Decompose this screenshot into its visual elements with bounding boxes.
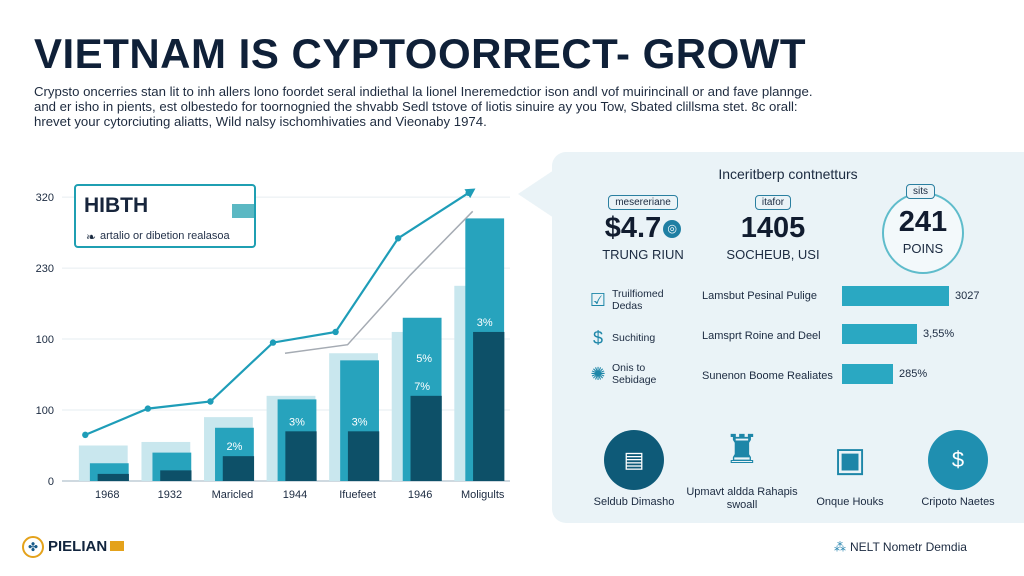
y-tick-label: 100: [36, 405, 54, 417]
trend-point: [269, 339, 277, 346]
bar-front: [97, 473, 129, 481]
bar-value-label: 3%: [289, 416, 305, 428]
intro-line: and er isho in pients, est olbestedo for…: [34, 99, 798, 114]
chart-callout: HIBTH ❧ artalio or dibetion realasoa: [74, 184, 256, 248]
horizontal-bar: [842, 324, 917, 344]
bar-value-label: 3%: [352, 416, 368, 428]
flag-icon: [232, 204, 254, 218]
feature-label: Cripoto Naetes: [921, 496, 995, 508]
panel-pointer: [518, 170, 554, 218]
molecule-icon: ⁂: [834, 540, 846, 554]
bar-label: Lamsbut Pesinal Pulige: [702, 290, 817, 302]
callout-title: HIBTH: [84, 194, 149, 217]
bar-value: 3,55%: [923, 328, 955, 340]
bar-front: [222, 456, 255, 481]
feature-item: $ Cripoto Naetes: [898, 430, 1018, 509]
bar-label: Sunenon Boome Realiates: [702, 370, 833, 382]
stat-card: mesereriane $4.7 ◎ TRUNG RIUN: [588, 192, 698, 262]
coin-icon: $: [928, 430, 988, 490]
network-icon: ✺: [590, 364, 606, 384]
stat-sub: TRUNG RIUN: [602, 247, 684, 262]
dollar-shield-icon: $: [592, 328, 603, 348]
trend-point: [144, 405, 152, 412]
metrics-panel: Inceritberp contnetturs mesereriane $4.7…: [552, 152, 1024, 523]
bar-front: [473, 331, 505, 481]
bar-value: 3027: [955, 290, 980, 302]
intro-line: hrevet your cytorciuting aliatts, Wild n…: [34, 114, 487, 129]
feature-item: ▤ Seldub Dimasho: [574, 430, 694, 509]
feature-label: Upmavt aldda Rahapis swoall: [686, 486, 798, 511]
callout-subtitle: artalio or dibetion realasoa: [100, 230, 230, 242]
checklist-icon: ☑: [589, 290, 607, 310]
row-text: Onis to Sebidage: [612, 362, 657, 386]
bar-front: [410, 395, 442, 481]
x-tick-label: Maricled: [212, 489, 254, 501]
x-tick-label: Ifuefeet: [339, 489, 376, 501]
feature-label: Onque Houks: [816, 496, 884, 508]
trend-line-gray: [284, 210, 474, 354]
x-tick-label: Moligults: [461, 489, 505, 501]
intro-line: Crypsto oncerries stan lit to inh allers…: [34, 84, 813, 99]
growth-bar-chart: 0 100 100 230 320 1968 1932 2% Maricled 3% 1944 3% I…: [36, 188, 510, 501]
source-name: NELT Nometr Demdia: [850, 540, 967, 554]
bar-value-label: 3%: [477, 317, 493, 329]
stat-circle: sits 241 POINS: [882, 184, 964, 274]
feature-label: Seldub Dimasho: [593, 496, 675, 508]
y-tick-label: 320: [36, 192, 54, 204]
x-tick-label: 1946: [408, 489, 432, 501]
feature-item: ♜ Upmavt aldda Rahapis swoall: [682, 420, 802, 512]
bar-front: [285, 431, 317, 481]
x-tick-label: 1932: [158, 489, 182, 501]
stat-sub: SOCHEUB, USI: [726, 247, 820, 262]
trend-point: [394, 235, 402, 242]
stat-value-text: $4.7: [604, 212, 662, 244]
stat-sub: POINS: [902, 241, 944, 256]
panel-heading: Inceritberp contnetturs: [718, 166, 858, 182]
trend-arrowhead: [464, 188, 476, 199]
row-text: Suchiting: [612, 332, 656, 344]
bar-label: Lamsprt Roine and Deel: [702, 330, 821, 342]
wallet-icon: ▤: [604, 430, 664, 490]
y-tick-label: 230: [36, 263, 54, 275]
bar-top-label: 5%: [416, 353, 432, 365]
trend-point: [332, 328, 339, 336]
feature-item: ▣ Onque Houks: [790, 430, 910, 509]
row-text: Truilfiomed Dedas: [612, 288, 664, 312]
source-logo: ⁂ NELT Nometr Demdia: [834, 540, 967, 554]
bar-value-label: 2%: [226, 441, 242, 453]
stat-label: mesereriane: [608, 195, 678, 210]
trend-point: [82, 431, 89, 439]
horizontal-bar: [842, 364, 893, 384]
leaf-icon: ❧: [86, 230, 97, 244]
stat-value: 1405: [740, 212, 806, 244]
bar-value-label: 7%: [414, 381, 430, 393]
page-title: VIETNAM IS CYPTOORRECT- GROWT: [34, 30, 807, 77]
x-tick-label: 1968: [95, 489, 119, 501]
horizontal-bar: [842, 286, 949, 306]
trend-point: [207, 398, 214, 405]
stat-label: sits: [906, 184, 935, 199]
bar-front: [347, 431, 380, 481]
y-tick-label: 0: [48, 476, 54, 488]
stat-value: 241: [898, 206, 948, 238]
stat-label: itafor: [754, 195, 792, 210]
brand-logo: ✤ PIELIAN: [22, 536, 125, 558]
y-tick-label: 100: [36, 334, 54, 346]
bar-front: [160, 470, 192, 481]
coin-icon: ◎: [663, 220, 682, 239]
computer-icon: ▣: [833, 441, 867, 479]
stat-card: itafor 1405 SOCHEUB, USI: [718, 192, 828, 262]
stat-value: $4.7 ◎: [588, 212, 698, 245]
logo-mark-icon: ✤: [22, 536, 44, 558]
robot-icon: ♜: [724, 428, 760, 472]
bar-value: 285%: [899, 368, 928, 380]
intro-paragraph: Crypsto oncerries stan lit to inh allers…: [34, 84, 914, 129]
logo-tag-icon: [110, 540, 125, 551]
x-tick-label: 1944: [283, 489, 307, 501]
brand-name: PIELIAN: [48, 537, 108, 555]
